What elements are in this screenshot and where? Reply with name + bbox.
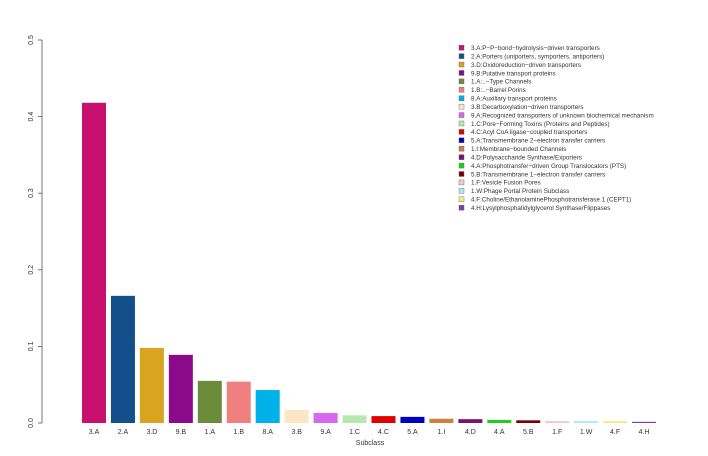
legend-entry: 8.A:Auxiliary transport proteins: [471, 96, 557, 103]
legend-entry: 4.D:Polysaccharide Synthase/Exporters: [471, 154, 582, 161]
x-tick-label: 3.A: [89, 429, 100, 436]
legend-swatch: [458, 120, 465, 127]
legend-entry: 2.A:Porters (uniporters, symporters, ant…: [471, 53, 604, 60]
bar-8.A: [255, 390, 280, 423]
legend-entry: 4.H:Lysylphosphatidylglycerol Synthase/F…: [471, 205, 610, 212]
x-tick-label: 4.D: [465, 429, 476, 436]
legend-swatch: [458, 112, 465, 118]
y-tick-label: 0.4: [28, 112, 35, 122]
legend-entry: 3.A:P−P−bond−hydrolysis−driven transport…: [471, 45, 600, 52]
legend-swatch: [458, 162, 465, 169]
bar-5.A: [400, 416, 425, 423]
x-tick-label: 1.F: [552, 429, 562, 436]
x-tick-label: 1.B: [233, 429, 244, 436]
bar-4.D: [458, 419, 483, 423]
x-tick-label: 1.A: [205, 429, 216, 436]
legend-swatch: [458, 53, 465, 59]
legend-swatch: [458, 95, 465, 101]
y-axis: 0.0 0.1 0.2 0.3 0.4 0.5: [28, 35, 43, 428]
x-tick-label: 3.B: [291, 429, 302, 436]
x-tick-label: 5.A: [407, 429, 418, 436]
legend-entry: 1.I:Membrane−bounded Channels: [471, 146, 566, 153]
bar-1.I: [429, 418, 454, 423]
legend-swatch: [458, 204, 465, 211]
legend-swatch: [458, 78, 465, 85]
x-tick-label: 1.C: [349, 429, 360, 436]
legend-entry: 4.F:Choline/EthanolaminePhosphotransfera…: [471, 197, 631, 204]
legend-entry: 9.B:Putative transport proteins: [471, 70, 556, 77]
y-tick-label: 0.5: [28, 35, 35, 45]
legend-swatch: [458, 179, 465, 186]
legend-swatch: [458, 103, 465, 110]
x-tick-label: 1.I: [438, 429, 446, 436]
legend-swatch: [458, 154, 465, 160]
x-tick-label: 9.A: [320, 429, 331, 436]
bar-3.A: [82, 102, 106, 423]
x-axis-label: Subclass: [356, 440, 385, 447]
x-tick-label: 3.D: [146, 429, 157, 436]
legend-swatch: [458, 146, 465, 152]
bar-4.F: [603, 421, 628, 423]
bar-1.C: [342, 415, 367, 423]
legend-entry: 1.B:..−Barrel Porins: [471, 87, 526, 94]
legend-entry: 5.A:Transmembrane 2−electron transfer ca…: [471, 138, 605, 145]
legend-entry: 5.B:Transmembrane 1−electron transfer ca…: [471, 171, 605, 178]
legend-entry: 1.C:Pore−Forming Toxins (Proteins and Pe…: [471, 121, 610, 128]
x-tick-label: 5.B: [523, 429, 534, 436]
legend-swatch: [458, 137, 465, 144]
legend-entry: 1.W:Phage Portal Protein Subclass: [471, 188, 569, 195]
bar-1.F: [545, 421, 570, 423]
x-tick-label: 1.W: [580, 429, 593, 436]
legend-swatch: [458, 87, 465, 93]
y-tick-label: 0.1: [28, 341, 35, 351]
bar-3.B: [284, 409, 309, 423]
bar-4.H: [632, 421, 657, 423]
bar-2.A: [110, 295, 135, 423]
bar-9.A: [313, 413, 338, 423]
x-tick-label: 4.H: [639, 429, 650, 436]
legend-swatch: [458, 188, 465, 194]
bar-1.W: [574, 421, 599, 423]
legend-swatch: [458, 70, 465, 76]
legend-entry: 4.C:Acyl CoA ligase−coupled transporters: [471, 129, 587, 136]
bars: [82, 102, 657, 423]
x-tick-labels: 3.A 2.A 3.D 9.B 1.A 1.B 8.A 3.B 9.A 1.C 4.C 5.A 1.I 4…: [89, 429, 650, 436]
x-tick-label: 2.A: [118, 429, 129, 436]
x-tick-label: 8.A: [262, 429, 273, 436]
legend-swatch: [458, 129, 465, 135]
legend-entry: 3.B:Decarboxylation−driven transporters: [471, 104, 584, 111]
legend-swatch: [458, 61, 465, 68]
bar-1.A: [197, 380, 222, 423]
legend-swatch: [458, 196, 465, 202]
legend-entry: 9.A:Recognized transporters of unknown b…: [471, 112, 654, 119]
bar-4.C: [371, 416, 396, 423]
y-tick-label: 0.3: [28, 188, 35, 198]
legend: 3.A:P−P−bond−hydrolysis−driven transport…: [458, 45, 654, 212]
legend-entry: 3.D:Oxidoreduction−driven transporters: [471, 62, 581, 69]
x-tick-label: 4.C: [378, 429, 389, 436]
x-tick-label: 4.F: [610, 429, 620, 436]
legend-entry: 4.A:Phosphotransfer−driven Group Translo…: [471, 163, 626, 170]
bar-9.B: [168, 354, 193, 423]
x-tick-label: 4.A: [494, 429, 505, 436]
bar-3.D: [139, 347, 164, 423]
x-tick-label: 9.B: [176, 429, 187, 436]
y-tick-label: 0.0: [28, 418, 35, 428]
y-tick-label: 0.2: [28, 265, 35, 275]
bar-4.A: [487, 419, 512, 423]
bar-5.B: [516, 420, 541, 423]
legend-swatch: [458, 171, 465, 177]
legend-swatch: [458, 45, 465, 51]
legend-entry: 1.F:Vesicle Fusion Pores: [471, 180, 541, 187]
bar-1.B: [226, 381, 251, 423]
legend-entry: 1.A:..−Type Channels: [471, 79, 531, 86]
